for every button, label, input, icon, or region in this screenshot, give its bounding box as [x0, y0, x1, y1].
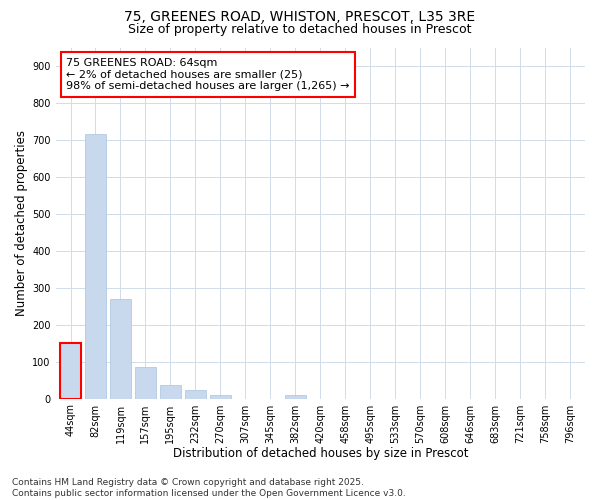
- Bar: [210, 395, 231, 398]
- X-axis label: Distribution of detached houses by size in Prescot: Distribution of detached houses by size …: [173, 447, 468, 460]
- Bar: [160, 385, 181, 398]
- Text: Size of property relative to detached houses in Prescot: Size of property relative to detached ho…: [128, 22, 472, 36]
- Bar: [135, 367, 156, 398]
- Bar: [185, 390, 206, 398]
- Y-axis label: Number of detached properties: Number of detached properties: [15, 130, 28, 316]
- Text: 75, GREENES ROAD, WHISTON, PRESCOT, L35 3RE: 75, GREENES ROAD, WHISTON, PRESCOT, L35 …: [124, 10, 476, 24]
- Bar: [60, 343, 81, 398]
- Bar: [110, 299, 131, 398]
- Bar: [85, 134, 106, 398]
- Bar: [284, 395, 306, 398]
- Text: Contains HM Land Registry data © Crown copyright and database right 2025.
Contai: Contains HM Land Registry data © Crown c…: [12, 478, 406, 498]
- Text: 75 GREENES ROAD: 64sqm
← 2% of detached houses are smaller (25)
98% of semi-deta: 75 GREENES ROAD: 64sqm ← 2% of detached …: [66, 58, 350, 91]
